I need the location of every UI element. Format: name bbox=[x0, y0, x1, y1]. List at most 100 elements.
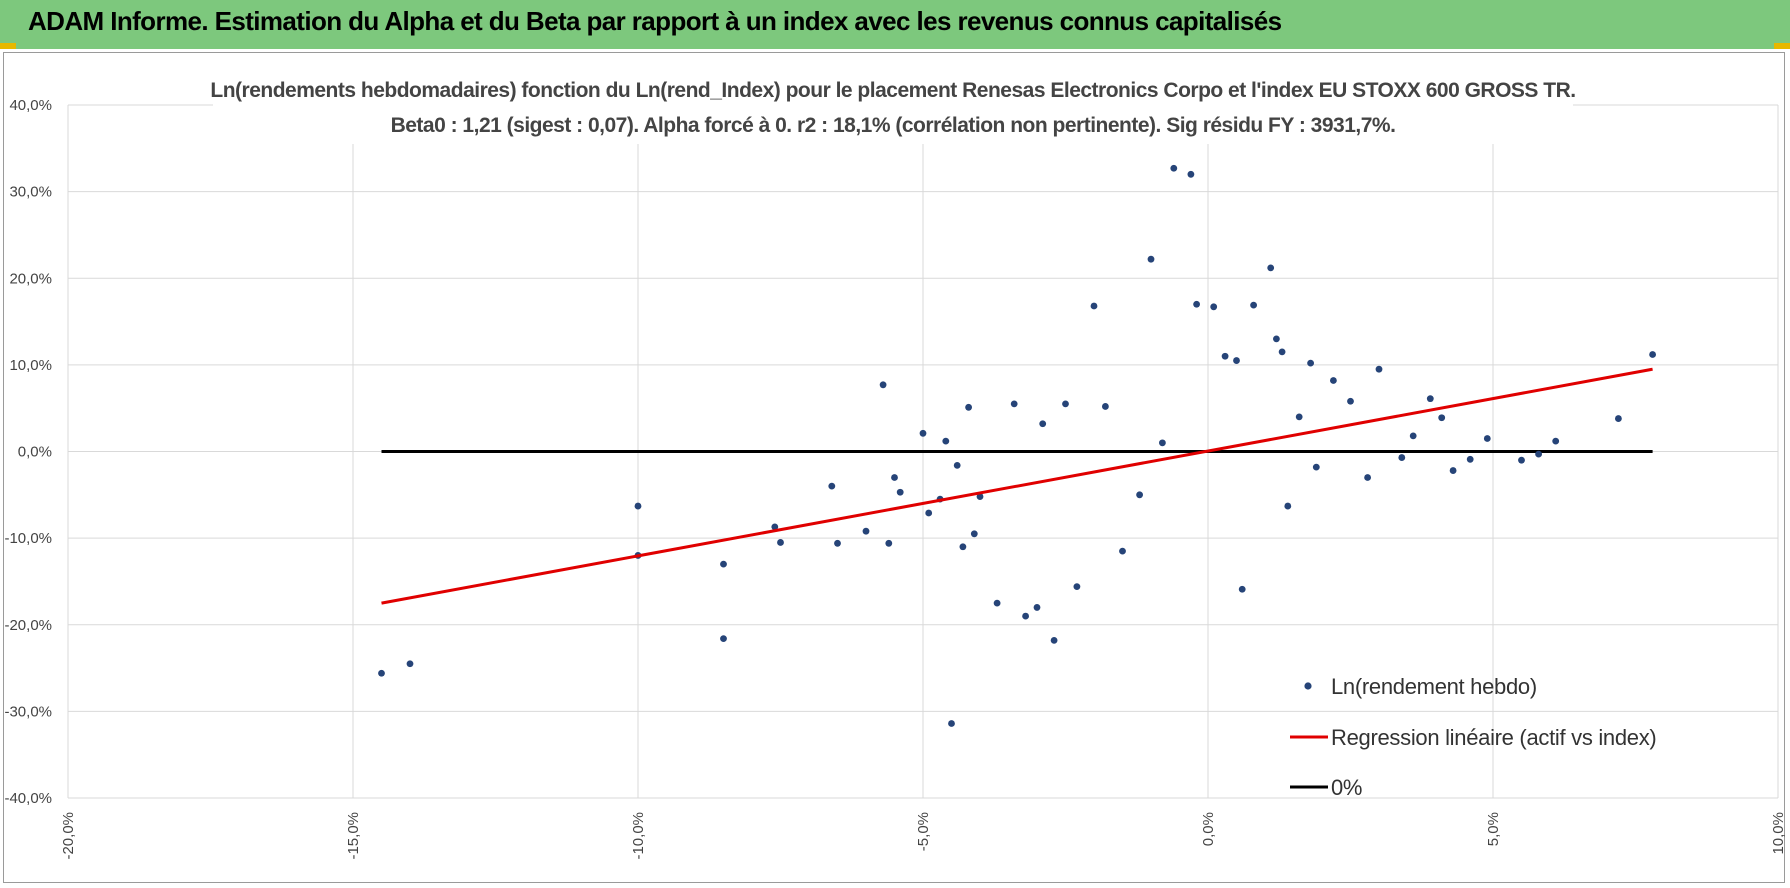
y-tick-label: 40,0% bbox=[9, 97, 52, 114]
scatter-point bbox=[1347, 397, 1354, 405]
scatter-point bbox=[1284, 502, 1292, 510]
scatter-point bbox=[925, 509, 933, 517]
scatter-point bbox=[919, 429, 927, 437]
x-tick-label: 5,0% bbox=[1485, 812, 1502, 846]
legend-label-zero: 0% bbox=[1331, 775, 1362, 800]
scatter-point bbox=[777, 539, 784, 546]
scatter-point bbox=[1615, 415, 1622, 422]
scatter-point bbox=[1159, 439, 1166, 447]
regression-line-path bbox=[381, 367, 1653, 605]
legend: Ln(rendement hebdo) Regression linéaire … bbox=[1290, 674, 1657, 800]
chart-frame bbox=[3, 52, 1785, 883]
scatter-point bbox=[1552, 437, 1560, 445]
y-tick-label: 0,0% bbox=[18, 444, 52, 461]
scatter-point bbox=[1398, 454, 1406, 461]
scatter-point bbox=[1312, 463, 1320, 471]
scatter-point bbox=[634, 502, 642, 510]
scatter-point bbox=[976, 493, 984, 500]
scatter-point bbox=[993, 599, 1001, 607]
scatter-point bbox=[1364, 474, 1371, 481]
scatter-point bbox=[1273, 335, 1280, 343]
scatter-point bbox=[378, 669, 385, 677]
y-tick-label: -40,0% bbox=[4, 790, 52, 807]
x-tick-label: -15,0% bbox=[345, 812, 362, 860]
scatter-point bbox=[1136, 491, 1143, 499]
scatter-point bbox=[1210, 303, 1218, 311]
scatter-point bbox=[1102, 403, 1109, 410]
y-tick-label: -10,0% bbox=[4, 530, 52, 547]
y-tick-label: 10,0% bbox=[9, 357, 52, 374]
scatter-point bbox=[1073, 583, 1081, 591]
scatter-point bbox=[1438, 414, 1446, 422]
x-tick-label: -20,0% bbox=[60, 812, 77, 860]
scatter-point bbox=[1233, 357, 1240, 364]
scatter-point bbox=[1466, 455, 1474, 463]
x-tick-label: -10,0% bbox=[630, 812, 647, 860]
scatter-point bbox=[879, 381, 887, 389]
legend-label-points: Ln(rendement hebdo) bbox=[1331, 674, 1537, 699]
scatter-point bbox=[942, 437, 950, 445]
scatter-point bbox=[959, 543, 967, 551]
scatter-point bbox=[1483, 435, 1491, 442]
scatter-point bbox=[891, 474, 898, 481]
scatter-point bbox=[1250, 301, 1257, 309]
scatter-point bbox=[1278, 348, 1286, 356]
scatter-point bbox=[1295, 413, 1303, 421]
scatter-point bbox=[720, 560, 727, 568]
scatter-point bbox=[1119, 547, 1126, 555]
scatter-point bbox=[771, 523, 779, 531]
scatter-point bbox=[1187, 170, 1195, 178]
scatter-point bbox=[1221, 352, 1229, 360]
scatter-point bbox=[1535, 450, 1542, 458]
scatter-point bbox=[1090, 302, 1098, 310]
scatter-point bbox=[1147, 255, 1155, 263]
scatter-point bbox=[1409, 432, 1417, 440]
scatter-point bbox=[1426, 395, 1434, 403]
scatter-point bbox=[720, 635, 727, 643]
scatter-point bbox=[1193, 300, 1200, 308]
x-tick-label: -5,0% bbox=[915, 812, 932, 851]
y-tick-label: -30,0% bbox=[4, 703, 52, 720]
scatter-point bbox=[406, 660, 414, 668]
y-tick-label: -20,0% bbox=[4, 617, 52, 634]
scatter-point bbox=[1307, 359, 1314, 367]
scatter-point bbox=[1022, 612, 1029, 620]
axis-tick-labels: 40,0% 30,0% 20,0% 10,0% 0,0% -10,0% -20,0% -30,… bbox=[4, 97, 1787, 860]
chart-subtitle: Beta0 : 1,21 (sigest : 0,07). Alpha forc… bbox=[391, 114, 1396, 137]
chart-title: Ln(rendements hebdomadaires) fonction du… bbox=[210, 79, 1575, 102]
scatter-point bbox=[834, 539, 841, 547]
scatter-point bbox=[885, 539, 893, 547]
scatter-point bbox=[1039, 420, 1047, 428]
scatter-point bbox=[828, 482, 836, 490]
scatter-point bbox=[953, 461, 961, 469]
y-tick-label: 30,0% bbox=[9, 184, 52, 201]
corner-marker bbox=[1774, 43, 1790, 49]
scatter-point bbox=[1649, 351, 1656, 358]
scatter-point bbox=[1267, 264, 1275, 272]
scatter-point bbox=[970, 530, 978, 538]
scatter-point bbox=[1050, 636, 1058, 644]
scatter-point bbox=[1238, 585, 1246, 593]
report-title: ADAM Informe. Estimation du Alpha et du … bbox=[28, 6, 1282, 36]
scatter-point bbox=[1033, 604, 1041, 611]
y-tick-label: 20,0% bbox=[9, 270, 52, 287]
regression-line bbox=[381, 367, 1653, 605]
legend-label-regression: Regression linéaire (actif vs index) bbox=[1331, 725, 1656, 750]
scatter-point bbox=[896, 488, 904, 496]
x-tick-label: 10,0% bbox=[1770, 812, 1787, 855]
scatter-point bbox=[1330, 377, 1337, 384]
scatter-point bbox=[1375, 365, 1383, 373]
scatter-point bbox=[1449, 467, 1457, 474]
report-header: ADAM Informe. Estimation du Alpha et du … bbox=[0, 0, 1790, 49]
scatter-point bbox=[862, 527, 870, 535]
title-background bbox=[213, 72, 1573, 144]
scatter-point bbox=[1518, 456, 1525, 464]
scatter-point bbox=[948, 720, 955, 727]
x-tick-label: 0,0% bbox=[1200, 812, 1217, 846]
corner-marker bbox=[0, 43, 16, 49]
scatter-point bbox=[1062, 400, 1069, 408]
legend-marker-points bbox=[1304, 682, 1312, 690]
scatter-points bbox=[378, 164, 1656, 727]
scatter-point bbox=[1010, 400, 1018, 408]
